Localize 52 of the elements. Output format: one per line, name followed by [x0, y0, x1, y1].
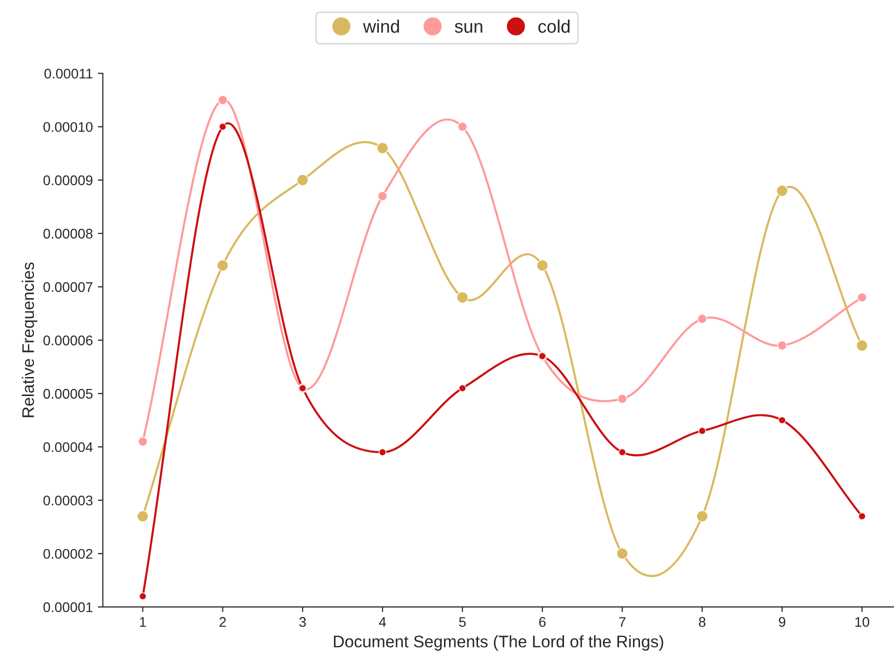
point [376, 142, 388, 154]
x-tick-label: 3 [299, 617, 306, 627]
point [136, 510, 149, 522]
y-tick-label: 0.00009 [43, 175, 92, 186]
point [618, 448, 626, 456]
point [776, 184, 788, 197]
point [216, 260, 229, 272]
point [458, 384, 466, 392]
x-axis-title: Document Segments (The Lord of the Rings) [334, 635, 664, 651]
point [617, 394, 628, 404]
x-tick-label: 7 [619, 617, 626, 627]
point [616, 548, 628, 560]
point [378, 448, 386, 456]
legend-label: wind [362, 20, 399, 33]
y-tick-label: 0.00010 [43, 122, 93, 132]
point [218, 95, 228, 105]
point [697, 314, 708, 324]
y-tick-label: 0.00002 [43, 548, 92, 559]
x-tick-label: 2 [220, 617, 226, 627]
point [138, 592, 147, 600]
point [138, 436, 148, 446]
y-tick-label: 0.00001 [43, 602, 92, 612]
legend-label: sun [454, 22, 482, 33]
point [858, 512, 866, 520]
point [857, 292, 867, 302]
x-tick-label: 9 [778, 617, 786, 627]
x-tick-label: 5 [459, 617, 466, 627]
point [536, 260, 548, 272]
point [296, 174, 309, 186]
y-tick-label: 0.00005 [43, 388, 93, 399]
point [698, 427, 706, 435]
y-axis-title: Relative Frequencies [22, 262, 38, 418]
legend-label: cold [538, 20, 570, 33]
y-tick-label: 0.00006 [43, 336, 92, 346]
y-tick-label: 0.00003 [43, 496, 92, 506]
point [458, 122, 468, 132]
y-tick-label: 0.00011 [44, 68, 92, 79]
point [378, 191, 388, 201]
x-tick-label: 6 [539, 617, 546, 627]
x-tick-label: 1 [140, 617, 146, 627]
y-tick-label: 0.00008 [43, 228, 92, 239]
point [456, 292, 468, 304]
point [778, 416, 786, 424]
x-tick-label: 4 [378, 617, 386, 627]
x-tick-label: 8 [698, 617, 706, 627]
point [218, 122, 227, 131]
point [696, 510, 708, 522]
y-tick-label: 0.00004 [43, 442, 93, 452]
x-tick-label: 10 [855, 617, 870, 627]
point [856, 340, 868, 352]
y-tick-label: 0.00007 [43, 282, 92, 292]
point [777, 340, 787, 350]
